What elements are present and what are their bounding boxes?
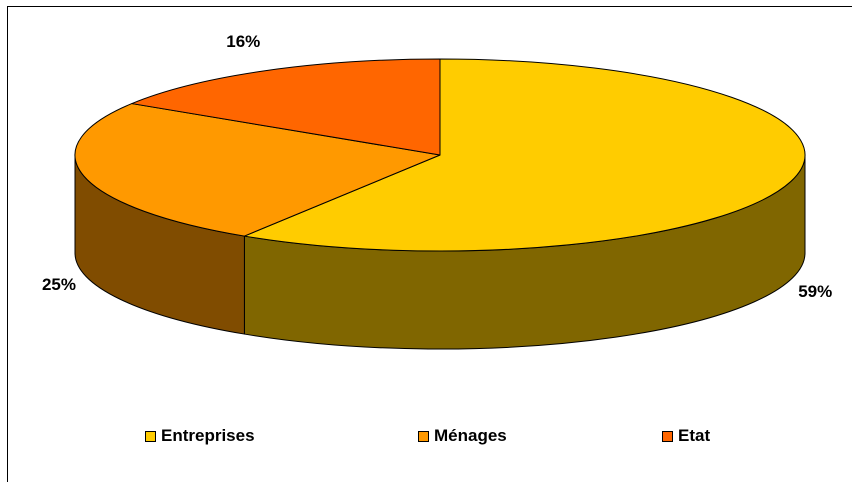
legend-item-menages: Ménages (418, 426, 507, 446)
legend-label-menages: Ménages (434, 426, 507, 445)
pct-label-menages: 25% (42, 275, 76, 294)
legend-item-entreprises: Entreprises (145, 426, 255, 446)
pie-slice-entreprises (243, 58, 806, 252)
legend-label-etat: Etat (678, 426, 711, 445)
legend-swatch-entreprises (145, 430, 156, 442)
pie-slice-menages (74, 103, 441, 237)
pie-slice-etat (131, 58, 441, 156)
pct-label-etat: 16% (226, 32, 260, 51)
chart-legend: Entreprises Ménages Etat (0, 426, 853, 448)
pct-label-entreprises: 59% (798, 282, 832, 301)
legend-item-etat: Etat (662, 426, 710, 446)
legend-label-entreprises: Entreprises (161, 426, 255, 445)
legend-swatch-etat (662, 430, 673, 442)
legend-swatch-menages (418, 430, 429, 442)
